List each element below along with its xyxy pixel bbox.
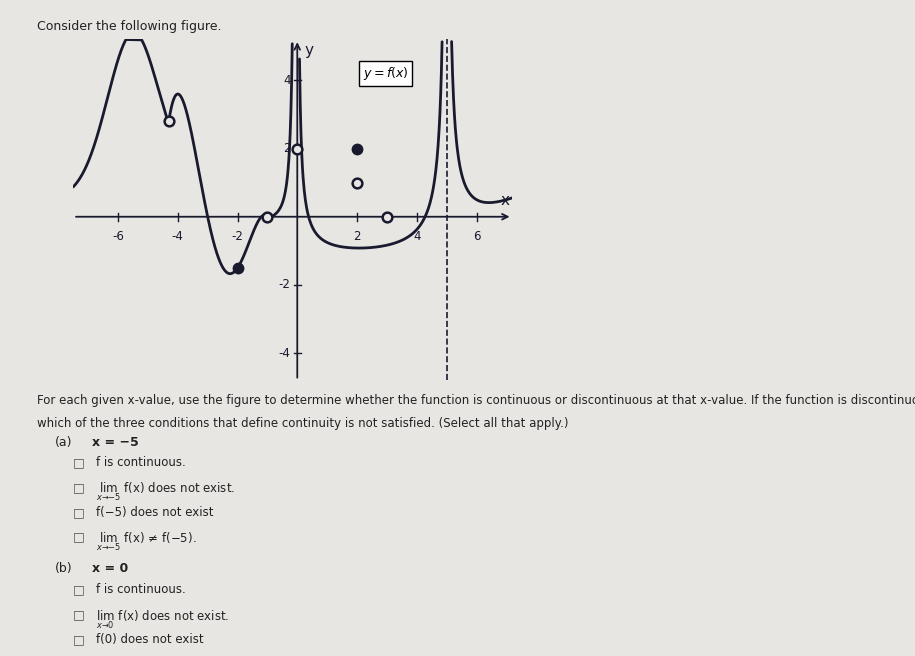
Text: f(−5) does not exist: f(−5) does not exist — [96, 506, 213, 519]
Text: f is continuous.: f is continuous. — [96, 456, 186, 469]
Text: □: □ — [73, 583, 85, 596]
Text: f(0) does not exist: f(0) does not exist — [96, 633, 204, 646]
Text: -2: -2 — [231, 230, 243, 243]
Text: For each given x-value, use the figure to determine whether the function is cont: For each given x-value, use the figure t… — [37, 394, 915, 407]
Text: □: □ — [73, 456, 85, 469]
Text: f is continuous.: f is continuous. — [96, 583, 186, 596]
Text: $y = f(x)$: $y = f(x)$ — [363, 65, 409, 82]
Text: $\lim_{x \to 0}$ f(x) does not exist.: $\lim_{x \to 0}$ f(x) does not exist. — [96, 608, 230, 630]
Text: x: x — [501, 193, 510, 208]
Text: □: □ — [73, 608, 85, 621]
Text: $\lim_{x \to -5}$ f(x) ≠ f(−5).: $\lim_{x \to -5}$ f(x) ≠ f(−5). — [96, 531, 197, 553]
Text: -4: -4 — [172, 230, 184, 243]
Text: y: y — [305, 43, 314, 58]
Text: (b): (b) — [55, 562, 72, 575]
Text: 4: 4 — [284, 73, 291, 87]
Text: $\lim_{x \to -5}$ f(x) does not exist.: $\lim_{x \to -5}$ f(x) does not exist. — [96, 481, 235, 503]
Text: □: □ — [73, 506, 85, 519]
Text: -4: -4 — [279, 346, 291, 359]
Text: □: □ — [73, 633, 85, 646]
Text: Consider the following figure.: Consider the following figure. — [37, 20, 221, 33]
Text: □: □ — [73, 481, 85, 494]
Text: 2: 2 — [284, 142, 291, 155]
Text: which of the three conditions that define continuity is not satisfied. (Select a: which of the three conditions that defin… — [37, 417, 568, 430]
Text: x = 0: x = 0 — [92, 562, 128, 575]
Text: 4: 4 — [413, 230, 421, 243]
Text: -2: -2 — [279, 278, 291, 291]
Text: 6: 6 — [473, 230, 480, 243]
Text: (a): (a) — [55, 436, 72, 449]
Text: 2: 2 — [353, 230, 361, 243]
Text: -6: -6 — [112, 230, 124, 243]
Text: □: □ — [73, 531, 85, 544]
Text: x = −5: x = −5 — [92, 436, 138, 449]
